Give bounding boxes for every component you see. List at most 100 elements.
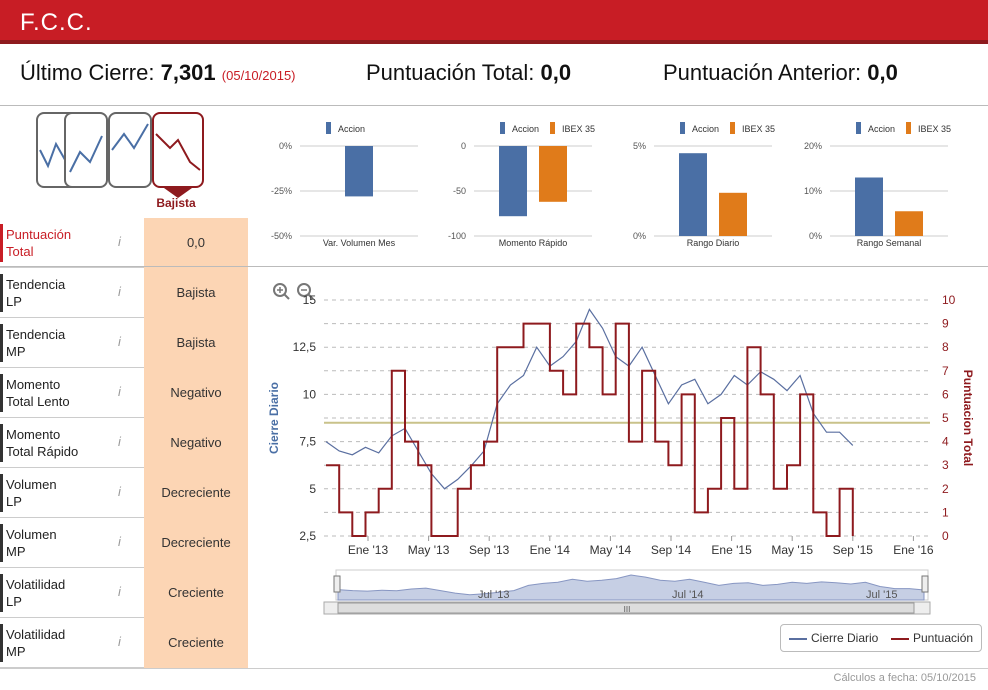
legend-label: Accion <box>512 124 539 134</box>
trend-icon-lateral[interactable] <box>64 112 108 188</box>
legend-label: Accion <box>868 124 895 134</box>
x-tick-label: Sep '13 <box>469 543 510 557</box>
y-right-tick-label: 4 <box>942 435 949 449</box>
selector-arrow-icon <box>164 188 192 198</box>
y-left-tick-label: 10 <box>303 387 317 401</box>
chart-title: Var. Volumen Mes <box>323 238 396 248</box>
y-right-tick-label: 9 <box>942 317 949 331</box>
legend-label: Accion <box>338 124 365 134</box>
row-value: 0,0 <box>144 218 248 268</box>
info-icon[interactable]: i <box>118 434 121 449</box>
company-title: F.C.C. <box>20 9 93 36</box>
y-right-axis-title: Puntuacion Total <box>961 370 975 466</box>
legend-label: IBEX 35 <box>742 124 775 134</box>
trend-line-icon <box>111 123 149 151</box>
y-right-tick-label: 10 <box>942 293 956 307</box>
x-tick-label: Ene '15 <box>711 543 752 557</box>
table-row: Volumen MP i Decreciente <box>0 518 248 568</box>
footer: Cálculos a fecha: 05/10/2015 <box>0 668 988 690</box>
table-row: Tendencia MP i Bajista <box>0 318 248 368</box>
total-score-value: 0,0 <box>540 60 572 85</box>
trend-icons <box>36 112 212 198</box>
row-value: Bajista <box>144 318 248 368</box>
table-row: Momento Total Rápido i Negativo <box>0 418 248 468</box>
navigator-handle-left[interactable] <box>333 575 341 593</box>
last-close-label: Último Cierre: <box>20 60 155 85</box>
legend-label: Accion <box>692 124 719 134</box>
info-icon[interactable]: i <box>118 634 121 649</box>
mini-chart-volumen: Accion 0% -25% -50% Var. Volumen Mes <box>271 122 418 248</box>
chart-legend[interactable]: Cierre Diario Puntuación <box>780 624 982 652</box>
y-right-tick-label: 1 <box>942 505 949 519</box>
y-left-tick-label: 5 <box>309 482 316 496</box>
row-value: Creciente <box>144 618 248 668</box>
navigator-handle-right[interactable] <box>921 575 929 593</box>
y-right-tick-label: 8 <box>942 340 949 354</box>
x-tick-label: Sep '15 <box>833 543 874 557</box>
bar-accion <box>855 177 883 236</box>
legend-close-swatch <box>789 638 807 640</box>
y-right-tick-label: 7 <box>942 364 949 378</box>
y-right-tick-label: 2 <box>942 482 949 496</box>
chart-title: Rango Semanal <box>857 238 922 248</box>
navigator-label: Jul '13 <box>478 589 509 601</box>
y-tick-label: 0 <box>461 141 466 151</box>
bar-accion <box>499 146 527 217</box>
bar-accion <box>679 153 707 236</box>
legend-swatch <box>906 122 911 134</box>
legend-score-label[interactable]: Puntuación <box>913 631 974 645</box>
x-tick-label: May '13 <box>408 543 450 557</box>
table-row: Puntuación Total i 0,0 <box>0 218 248 268</box>
info-icon[interactable]: i <box>118 234 121 249</box>
series-puntuacion <box>326 322 854 537</box>
row-value: Negativo <box>144 368 248 418</box>
info-icon[interactable]: i <box>118 284 121 299</box>
bar-ibex-35 <box>539 146 567 202</box>
y-right-tick-label: 5 <box>942 411 949 425</box>
x-tick-label: Sep '14 <box>651 543 692 557</box>
navigator-label: Jul '14 <box>672 589 703 601</box>
y-right-tick-label: 3 <box>942 458 949 472</box>
table-row: Tendencia LP i Bajista <box>0 268 248 318</box>
scrollbar-grip-icon: III <box>624 605 631 614</box>
info-icon[interactable]: i <box>118 334 121 349</box>
legend-swatch <box>326 122 331 134</box>
trend-icon-bajista[interactable] <box>152 112 204 188</box>
mini-chart-rango-diario: Accion IBEX 35 5% 0% Rango Diario <box>633 122 775 248</box>
score-table: Puntuación Total i 0,0 Tendencia LP i Baji… <box>0 218 248 668</box>
zoom-in-icon[interactable] <box>273 283 290 300</box>
legend-swatch <box>500 122 505 134</box>
legend-swatch <box>680 122 685 134</box>
table-row: Volatilidad MP i Creciente <box>0 618 248 668</box>
y-left-tick-label: 2,5 <box>299 529 316 543</box>
trend-icon-alcista[interactable] <box>108 112 152 188</box>
zoom-out-icon[interactable] <box>297 283 314 300</box>
bar-accion <box>345 146 373 197</box>
mini-chart-momento: Accion IBEX 35 0 -50 -100 Momento Rápido <box>448 122 595 248</box>
row-value: Decreciente <box>144 518 248 568</box>
legend-label: IBEX 35 <box>562 124 595 134</box>
total-score: Puntuación Total: 0,0 <box>366 60 571 86</box>
x-tick-label: May '15 <box>771 543 813 557</box>
y-left-tick-label: 12,5 <box>293 340 317 354</box>
legend-label: IBEX 35 <box>918 124 951 134</box>
info-icon[interactable]: i <box>118 584 121 599</box>
last-close-date: (05/10/2015) <box>221 68 296 83</box>
y-tick-label: 0% <box>279 141 292 151</box>
trend-selected-label: Bajista <box>156 196 196 210</box>
row-value: Creciente <box>144 568 248 618</box>
info-icon[interactable]: i <box>118 534 121 549</box>
scrollbar-thumb <box>337 602 915 614</box>
y-tick-label: 5% <box>633 141 646 151</box>
y-left-axis-title: Cierre Diario <box>267 382 281 454</box>
y-tick-label: -50% <box>271 231 292 241</box>
info-icon[interactable]: i <box>118 384 121 399</box>
table-row: Volumen LP i Decreciente <box>0 468 248 518</box>
x-tick-label: May '14 <box>590 543 632 557</box>
table-row: Momento Total Lento i Negativo <box>0 368 248 418</box>
legend-close-label[interactable]: Cierre Diario <box>811 631 879 645</box>
y-tick-label: -25% <box>271 186 292 196</box>
y-right-tick-label: 0 <box>942 529 949 543</box>
info-icon[interactable]: i <box>118 484 121 499</box>
last-close: Último Cierre: 7,301 (05/10/2015) <box>20 60 296 86</box>
